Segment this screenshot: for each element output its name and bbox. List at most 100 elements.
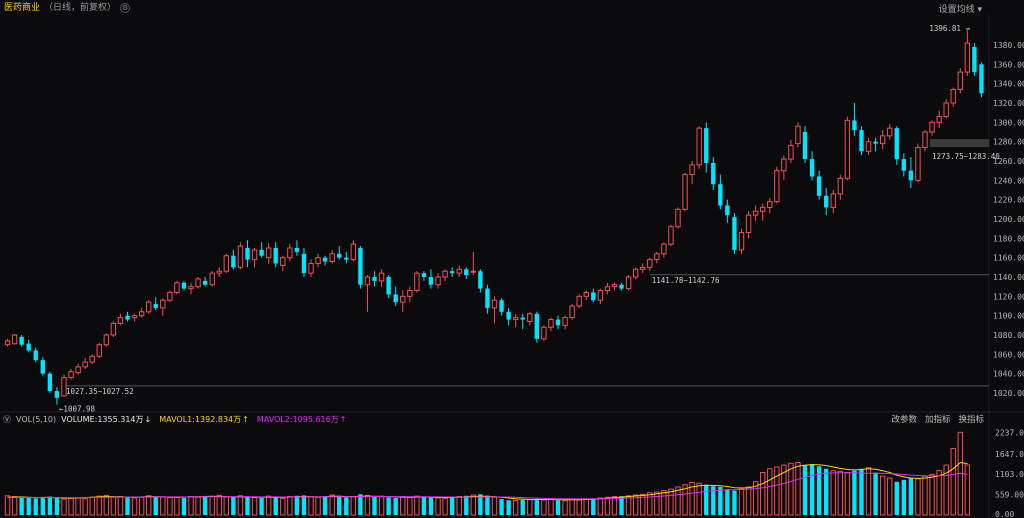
candle-body xyxy=(75,366,81,374)
price-tick-label: 1160.00 xyxy=(993,254,1024,263)
volume-bar xyxy=(315,496,321,516)
price-tick-label: 1080.00 xyxy=(993,331,1024,340)
volume-bar xyxy=(647,492,653,516)
change-params-button[interactable]: 改参数 xyxy=(891,415,917,425)
candle-body xyxy=(844,119,851,179)
set-ma-button[interactable]: 设置均线 ▾ xyxy=(939,2,982,15)
candle-body xyxy=(223,255,230,272)
candle-body xyxy=(251,249,258,261)
volume-bar xyxy=(852,470,857,515)
candle-body xyxy=(414,272,420,292)
candle-body xyxy=(824,195,829,208)
candle-body xyxy=(943,102,949,118)
price-tick-label: 1060.00 xyxy=(993,350,1024,359)
volume-bar xyxy=(40,498,46,515)
candle-body xyxy=(145,301,152,313)
candle-body xyxy=(752,210,759,216)
candle-body xyxy=(922,131,928,148)
volume-bar xyxy=(378,495,385,516)
volume-bar xyxy=(421,496,427,515)
volume-controls: 改参数 加指标 换指标 xyxy=(883,413,984,427)
price-tick-label: 1120.00 xyxy=(993,292,1024,301)
volume-tick-label: 0.00 xyxy=(995,510,1014,518)
candle-body xyxy=(837,177,844,195)
volume-bar xyxy=(611,496,618,516)
volume-bar xyxy=(4,495,11,516)
volume-bar xyxy=(894,481,899,515)
volume-bar xyxy=(583,498,589,516)
candle-body xyxy=(873,141,878,144)
volume-bar xyxy=(89,496,95,516)
volume-bar xyxy=(491,496,498,516)
volume-bar xyxy=(245,496,250,515)
volume-bar xyxy=(287,496,293,516)
volume-bar xyxy=(569,498,575,516)
candle-body xyxy=(625,276,632,290)
volume-bar xyxy=(704,484,709,515)
candle-body xyxy=(936,116,942,123)
chart-title: 医药商业 （日线，前复权） ⚙ xyxy=(4,2,131,14)
volume-bar xyxy=(619,496,624,515)
volume-bar xyxy=(308,496,314,516)
volume-bar xyxy=(879,475,886,516)
candle-body xyxy=(830,193,836,208)
volume-bar xyxy=(407,496,413,516)
volume-bar xyxy=(75,497,81,516)
candle-body xyxy=(68,371,74,379)
volume-bar xyxy=(131,497,138,516)
volume-bar xyxy=(195,496,201,516)
candle-body xyxy=(887,127,893,137)
candle-body xyxy=(591,292,596,301)
volume-bar xyxy=(887,477,893,516)
resistance-line-label: 1141.78~1142.76 xyxy=(652,276,720,285)
candle-body xyxy=(393,294,398,303)
volume-bar xyxy=(478,494,483,515)
candle-body xyxy=(704,128,709,163)
add-indicator-button[interactable]: 加指标 xyxy=(924,415,951,425)
volume-bar xyxy=(711,486,716,515)
volume-bar xyxy=(145,495,152,516)
mavol2-line xyxy=(7,472,968,500)
volume-bar xyxy=(640,493,646,516)
volume-tick-label: 1647.00 xyxy=(995,450,1024,459)
candle-body xyxy=(160,299,166,309)
candle-body xyxy=(929,121,935,133)
volume-bar xyxy=(138,496,145,516)
price-tick-label: 1340.00 xyxy=(993,80,1024,89)
volume-bar xyxy=(103,494,110,516)
candle-body xyxy=(597,290,604,301)
volume-bar xyxy=(117,496,124,516)
candle-body xyxy=(485,288,490,308)
candle-body xyxy=(696,127,702,166)
candle-body xyxy=(512,317,519,321)
volume-bar xyxy=(181,498,187,515)
switch-indicator-button[interactable]: 换指标 xyxy=(958,415,984,425)
candle-body xyxy=(957,71,963,90)
low-marker: ←1007.98 xyxy=(59,405,96,414)
chevron-down-icon: ▾ xyxy=(977,5,982,15)
volume-bar xyxy=(11,496,18,516)
volume-bar xyxy=(809,464,815,515)
volume-bar xyxy=(322,496,328,515)
price-tick-label: 1380.00 xyxy=(993,41,1024,50)
volume-bar xyxy=(506,500,511,515)
volume-bar xyxy=(188,496,194,516)
volume-bar xyxy=(859,468,864,515)
volume-bar xyxy=(555,500,561,515)
volume-bar xyxy=(591,498,596,515)
candle-body xyxy=(33,350,38,361)
candle-body xyxy=(110,322,117,336)
candle-body xyxy=(202,280,208,285)
volume-bar xyxy=(718,486,723,515)
price-tick-label: 1200.00 xyxy=(993,215,1024,224)
candle-body xyxy=(675,208,681,228)
settings-icon[interactable]: ⚙ xyxy=(120,3,131,13)
volume-bar xyxy=(442,497,448,516)
volume-bar xyxy=(153,496,158,515)
candle-body xyxy=(259,249,264,256)
volume-bar xyxy=(358,494,363,515)
volume-bar xyxy=(61,498,67,516)
candle-body xyxy=(61,377,67,397)
indicator-info-icon[interactable]: Ⓥ xyxy=(3,415,11,424)
